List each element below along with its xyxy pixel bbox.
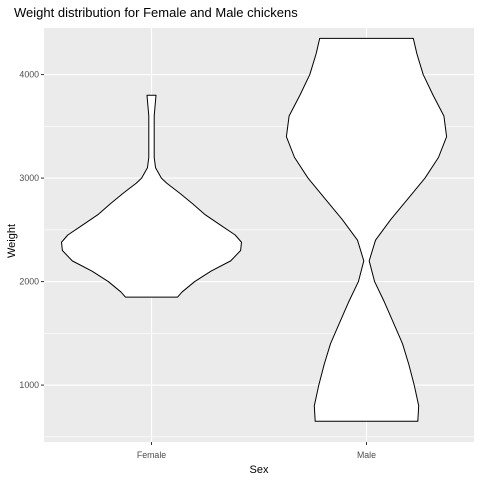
violins bbox=[61, 37, 448, 422]
x-tick-label: Female bbox=[137, 450, 166, 460]
violin-female bbox=[61, 94, 242, 298]
y-axis-title: Weight bbox=[6, 224, 18, 258]
chart-title: Weight distribution for Female and Male … bbox=[14, 5, 298, 20]
axes: 1000 2000 3000 4000 Female Male bbox=[19, 70, 376, 460]
y-tick-label: 4000 bbox=[19, 70, 39, 80]
y-tick-label: 2000 bbox=[19, 277, 39, 287]
y-tick-label: 1000 bbox=[19, 380, 39, 390]
x-tick-label: Male bbox=[357, 450, 376, 460]
violin-male bbox=[285, 37, 448, 422]
y-tick-label: 3000 bbox=[19, 173, 39, 183]
x-axis-title: Sex bbox=[250, 464, 269, 476]
